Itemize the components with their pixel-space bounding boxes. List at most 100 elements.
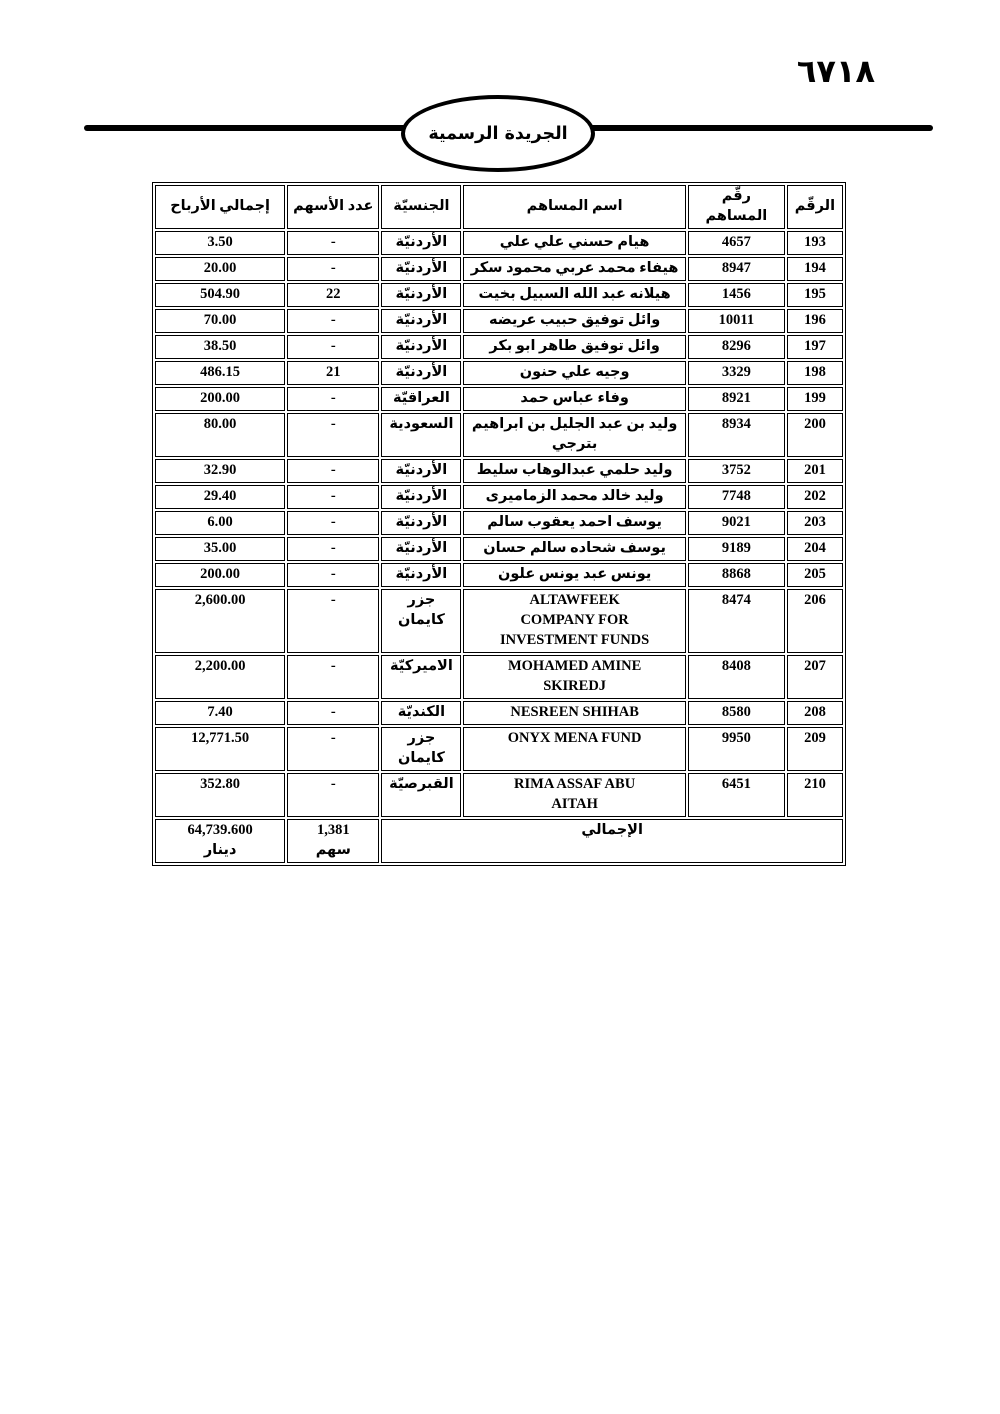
table-row: 196 10011 وائل توفيق حبيب عريضه الأردنيّة -7… bbox=[155, 309, 843, 333]
cell-no: 193 bbox=[786, 231, 843, 255]
total-row: الإجمالي 1,381 سهم 64,739.600 دينار bbox=[155, 819, 843, 863]
header-row: الرقّم رقّم المساهم اسم المساهم الجنسيّة… bbox=[155, 185, 843, 229]
cell-name: هيلانه عبد الله السبيل بخيت bbox=[463, 283, 686, 307]
cell-nationality: الأردنيّة bbox=[381, 459, 462, 483]
cell-nationality: الأردنيّة bbox=[381, 485, 462, 509]
cell-shareholder-no: 10011 bbox=[687, 309, 785, 333]
table-row: 203 9021 يوسف احمد يعقوب سالم الأردنيّة -6.0… bbox=[155, 511, 843, 535]
table-row: 195 1456 هيلانه عبد الله السبيل بخيت الأردن… bbox=[155, 283, 843, 307]
cell-name: وليد بن عبد الجليل بن ابراهيم بترجي bbox=[463, 413, 686, 457]
cell-name: MOHAMED AMINE SKIREDJ bbox=[463, 655, 686, 699]
cell-shareholder-no: 8934 bbox=[687, 413, 785, 457]
column-header-nationality: الجنسيّة bbox=[381, 185, 462, 229]
cell-nationality: الاميركيّة bbox=[381, 655, 462, 699]
table-row: 204 9189 يوسف شحاده سالم حسان الأردنيّة -35.… bbox=[155, 537, 843, 561]
cell-profit: 38.50 bbox=[155, 335, 286, 359]
cell-profit: 2,200.00 bbox=[155, 655, 286, 699]
cell-name: وائل توفيق حبيب عريضه bbox=[463, 309, 686, 333]
cell-shares: - bbox=[287, 459, 380, 483]
cell-shareholder-no: 8474 bbox=[687, 589, 785, 653]
table-body: 193 4657 هيام حسني علي علي الأردنيّة -3.50 19… bbox=[155, 231, 843, 817]
gazette-title-badge: الجريدة الرسمية bbox=[401, 95, 595, 172]
cell-name: وائل توفيق طاهر ابو بكر bbox=[463, 335, 686, 359]
cell-name: وليد خالد محمد الزماميرى bbox=[463, 485, 686, 509]
shareholders-table: الرقّم رقّم المساهم اسم المساهم الجنسيّة… bbox=[152, 182, 846, 866]
cell-profit: 3.50 bbox=[155, 231, 286, 255]
cell-shareholder-no: 3329 bbox=[687, 361, 785, 385]
cell-name: وليد حلمي عبدالوهاب سليط bbox=[463, 459, 686, 483]
cell-no: 205 bbox=[786, 563, 843, 587]
cell-no: 209 bbox=[786, 727, 843, 771]
cell-no: 198 bbox=[786, 361, 843, 385]
cell-shareholder-no: 8580 bbox=[687, 701, 785, 725]
column-header-shareholder-no: رقّم المساهم bbox=[687, 185, 785, 229]
shareholders-table-wrap: الرقّم رقّم المساهم اسم المساهم الجنسيّة… bbox=[152, 182, 846, 866]
cell-nationality: الأردنيّة bbox=[381, 283, 462, 307]
cell-shares: - bbox=[287, 655, 380, 699]
cell-shareholder-no: 1456 bbox=[687, 283, 785, 307]
cell-no: 203 bbox=[786, 511, 843, 535]
cell-shareholder-no: 8921 bbox=[687, 387, 785, 411]
cell-shares: - bbox=[287, 485, 380, 509]
cell-shareholder-no: 8868 bbox=[687, 563, 785, 587]
cell-no: 206 bbox=[786, 589, 843, 653]
cell-no: 196 bbox=[786, 309, 843, 333]
cell-no: 210 bbox=[786, 773, 843, 817]
cell-no: 197 bbox=[786, 335, 843, 359]
cell-nationality: الأردنيّة bbox=[381, 511, 462, 535]
cell-shares: - bbox=[287, 413, 380, 457]
cell-shares: - bbox=[287, 589, 380, 653]
table-row: 202 7748 وليد خالد محمد الزماميرى الأردنيّة… bbox=[155, 485, 843, 509]
table-row: 193 4657 هيام حسني علي علي الأردنيّة -3.50 bbox=[155, 231, 843, 255]
cell-shareholder-no: 9189 bbox=[687, 537, 785, 561]
cell-name: يونس عبد يونس علون bbox=[463, 563, 686, 587]
cell-shares: - bbox=[287, 309, 380, 333]
table-row: 198 3329 وجيه علي حنون الأردنيّة 21 486.15 bbox=[155, 361, 843, 385]
table-row: 199 8921 وفاء عباس حمد العراقيّة -200.00 bbox=[155, 387, 843, 411]
cell-shareholder-no: 4657 bbox=[687, 231, 785, 255]
column-header-name: اسم المساهم bbox=[463, 185, 686, 229]
cell-no: 207 bbox=[786, 655, 843, 699]
cell-name: يوسف احمد يعقوب سالم bbox=[463, 511, 686, 535]
total-shares-cell: 1,381 سهم bbox=[287, 819, 380, 863]
table-row: 205 8868 يونس عبد يونس علون الأردنيّة -200.0… bbox=[155, 563, 843, 587]
total-profit-unit: دينار bbox=[203, 842, 237, 858]
cell-name: ALTAWFEEK COMPANY FOR INVESTMENT FUNDS bbox=[463, 589, 686, 653]
cell-no: 201 bbox=[786, 459, 843, 483]
cell-shares: 22 bbox=[287, 283, 380, 307]
cell-name: وجيه علي حنون bbox=[463, 361, 686, 385]
cell-name: NESREEN SHIHAB bbox=[463, 701, 686, 725]
cell-nationality: الأردنيّة bbox=[381, 335, 462, 359]
cell-name: RIMA ASSAF ABU AITAH bbox=[463, 773, 686, 817]
cell-profit: 35.00 bbox=[155, 537, 286, 561]
cell-shares: - bbox=[287, 257, 380, 281]
table-row: 207 8408 MOHAMED AMINE SKIREDJ الاميركيّة -2… bbox=[155, 655, 843, 699]
total-profit-value: 64,739.600 bbox=[187, 822, 253, 838]
table-row: 194 8947 هيفاء محمد عربي محمود سكر الأردنيّ… bbox=[155, 257, 843, 281]
cell-shares: - bbox=[287, 335, 380, 359]
cell-nationality: الأردنيّة bbox=[381, 231, 462, 255]
cell-profit: 352.80 bbox=[155, 773, 286, 817]
cell-profit: 6.00 bbox=[155, 511, 286, 535]
cell-nationality: الأردنيّة bbox=[381, 361, 462, 385]
cell-nationality: العراقيّة bbox=[381, 387, 462, 411]
cell-no: 204 bbox=[786, 537, 843, 561]
cell-profit: 200.00 bbox=[155, 563, 286, 587]
cell-profit: 200.00 bbox=[155, 387, 286, 411]
cell-shareholder-no: 6451 bbox=[687, 773, 785, 817]
total-shares-value: 1,381 bbox=[316, 822, 350, 838]
table-row: 208 8580 NESREEN SHIHAB الكنديّة -7.40 bbox=[155, 701, 843, 725]
cell-profit: 7.40 bbox=[155, 701, 286, 725]
cell-shareholder-no: 9021 bbox=[687, 511, 785, 535]
cell-name: يوسف شحاده سالم حسان bbox=[463, 537, 686, 561]
cell-shares: - bbox=[287, 727, 380, 771]
cell-name: ONYX MENA FUND bbox=[463, 727, 686, 771]
cell-no: 199 bbox=[786, 387, 843, 411]
cell-nationality: الكنديّة bbox=[381, 701, 462, 725]
cell-nationality: الأردنيّة bbox=[381, 537, 462, 561]
cell-nationality: السعودية bbox=[381, 413, 462, 457]
cell-name: هيام حسني علي علي bbox=[463, 231, 686, 255]
cell-profit: 486.15 bbox=[155, 361, 286, 385]
table-row: 200 8934 وليد بن عبد الجليل بن ابراهيم بتر… bbox=[155, 413, 843, 457]
